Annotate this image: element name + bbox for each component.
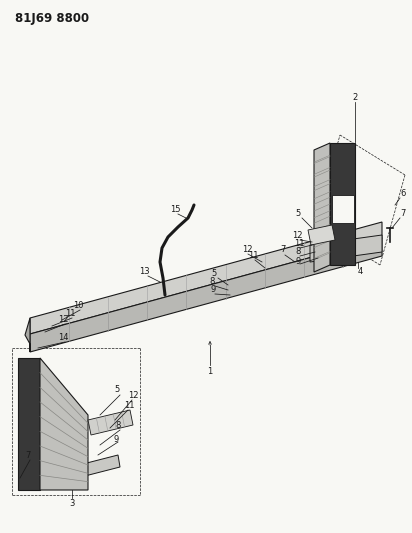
- Text: 5: 5: [295, 208, 301, 217]
- Text: 5: 5: [211, 269, 217, 278]
- Text: 11: 11: [248, 252, 258, 261]
- Text: 9: 9: [113, 434, 119, 443]
- Polygon shape: [310, 235, 382, 262]
- Text: 9: 9: [211, 286, 215, 295]
- Polygon shape: [314, 143, 330, 272]
- Bar: [332, 195, 354, 223]
- Text: 3: 3: [69, 499, 75, 508]
- Text: 9: 9: [295, 256, 301, 265]
- Text: 12: 12: [242, 246, 252, 254]
- Text: 1: 1: [207, 367, 213, 376]
- Text: 13: 13: [139, 268, 149, 277]
- Text: 11: 11: [65, 310, 75, 319]
- Polygon shape: [308, 225, 335, 245]
- Text: 12: 12: [128, 392, 138, 400]
- Text: 7: 7: [280, 246, 286, 254]
- Polygon shape: [88, 410, 133, 435]
- Text: 7: 7: [25, 450, 30, 459]
- Text: 6: 6: [400, 190, 406, 198]
- Text: 2: 2: [352, 93, 358, 101]
- Text: 8: 8: [115, 422, 121, 431]
- Text: 11: 11: [124, 401, 134, 410]
- Text: 5: 5: [115, 385, 119, 394]
- Text: 15: 15: [170, 206, 180, 214]
- Text: 8: 8: [295, 247, 301, 256]
- Polygon shape: [30, 238, 382, 352]
- Text: 11: 11: [294, 239, 304, 248]
- Text: 10: 10: [73, 302, 83, 311]
- Text: 12: 12: [58, 316, 68, 325]
- Polygon shape: [330, 143, 355, 265]
- Text: 14: 14: [58, 334, 68, 343]
- Text: 7: 7: [400, 208, 406, 217]
- Polygon shape: [18, 358, 40, 490]
- Polygon shape: [25, 318, 30, 352]
- Polygon shape: [40, 455, 120, 487]
- Polygon shape: [30, 222, 382, 334]
- Text: 8: 8: [209, 277, 215, 286]
- Polygon shape: [40, 358, 88, 490]
- Text: 12: 12: [292, 231, 302, 240]
- Text: 4: 4: [357, 268, 363, 277]
- Text: 81J69 8800: 81J69 8800: [15, 12, 89, 25]
